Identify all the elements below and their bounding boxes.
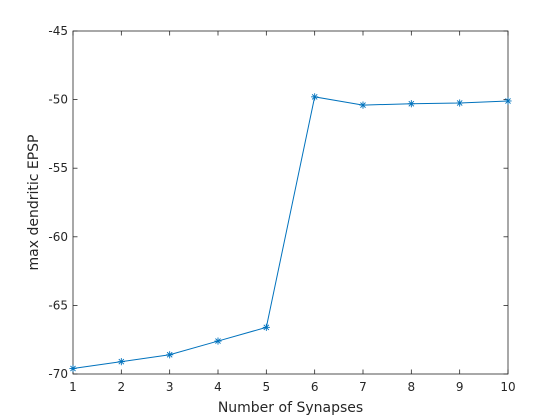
y-tick-label: -65 [48,298,68,312]
data-point-marker [456,99,464,107]
series-line [72,96,509,370]
x-tick-label: 10 [500,380,515,394]
data-point-marker [359,101,367,109]
y-tick-label: -55 [48,161,68,175]
x-tick-label: 1 [69,380,77,394]
x-tick-label: 3 [166,380,174,394]
x-axis-label: Number of Synapses [218,400,363,416]
y-tick-label: -45 [48,24,68,38]
axes-layer: 1 2 3 4 5 6 7 8 9 10 -70 -65 -60 -55 -50 -45 [48,24,515,394]
y-tick-label: -70 [48,367,68,381]
data-point-marker [407,100,415,108]
y-tick-label: -50 [48,93,68,107]
x-tick-label: 9 [456,380,464,394]
x-tick-label: 2 [118,380,126,394]
data-point-marker [166,351,174,359]
data-point-marker [504,97,512,105]
data-point-marker [117,358,125,366]
plot-area-frame [72,30,509,375]
x-tick-label: 4 [214,380,222,394]
data-point-marker [311,93,319,101]
y-axis-label: max dendritic EPSP [26,134,42,270]
series-layer [69,93,512,373]
x-tick-label: 8 [408,380,416,394]
data-point-marker [262,323,270,331]
x-tick-label: 7 [359,380,367,394]
data-point-marker [69,364,77,373]
y-tick-label: -60 [48,230,68,244]
x-tick-label: 5 [263,380,271,394]
data-point-marker [214,337,222,345]
x-tick-label: 6 [311,380,319,394]
